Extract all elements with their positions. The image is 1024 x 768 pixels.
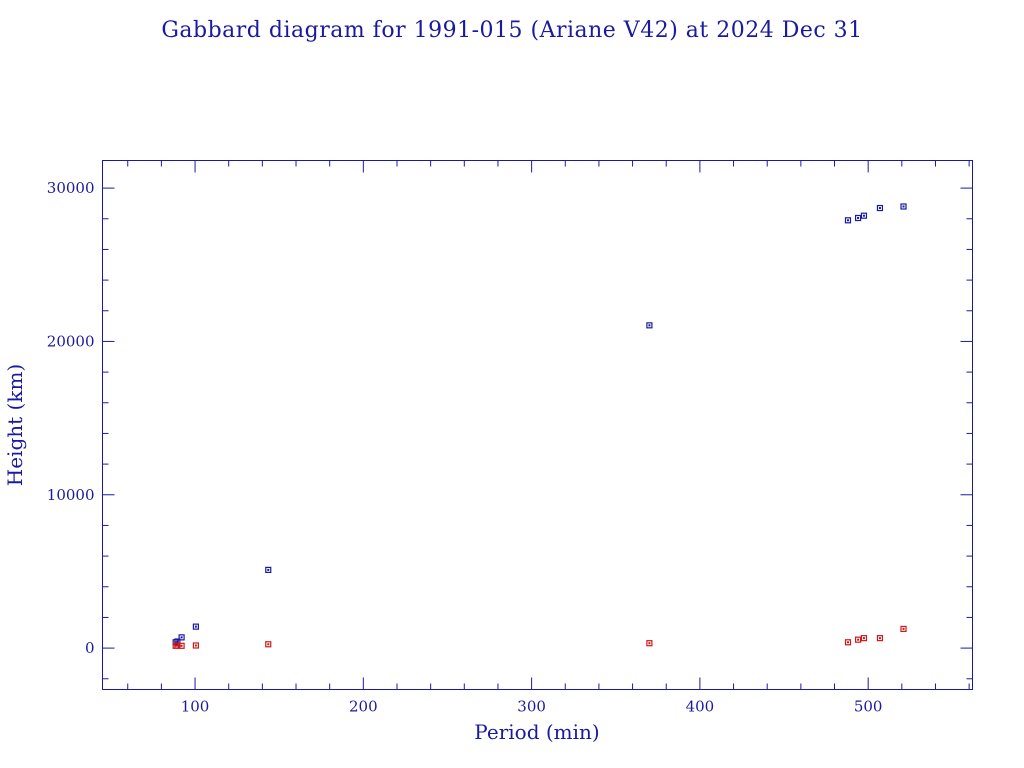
x-tick-label: 400 bbox=[686, 698, 715, 716]
apogee-point-core bbox=[194, 625, 197, 628]
perigee-point bbox=[178, 642, 185, 649]
apogee-point bbox=[854, 214, 862, 222]
y-tick-label: 30000 bbox=[47, 179, 95, 197]
apogee-point bbox=[876, 204, 884, 212]
perigee-point-core bbox=[174, 644, 177, 647]
apogee-point-core bbox=[267, 568, 270, 571]
perigee-point-core bbox=[267, 643, 270, 646]
apogee-point bbox=[174, 638, 181, 645]
y-tick-label: 20000 bbox=[47, 332, 95, 350]
y-axis-ticks bbox=[102, 187, 973, 680]
perigee-point-core bbox=[648, 642, 651, 645]
apogee-point bbox=[178, 634, 185, 641]
data-points bbox=[172, 203, 907, 649]
y-axis-label: Height (km) bbox=[3, 364, 27, 486]
perigee-point-core bbox=[180, 644, 183, 647]
perigee-point bbox=[174, 642, 181, 649]
apogee-point-core bbox=[902, 205, 905, 208]
y-tick-label: 10000 bbox=[47, 486, 95, 504]
perigee-point bbox=[876, 635, 884, 642]
chart-title: Gabbard diagram for 1991-015 (Ariane V42… bbox=[161, 18, 862, 43]
x-tick-label: 300 bbox=[517, 698, 546, 716]
apogee-point-core bbox=[846, 219, 849, 222]
perigee-point-core bbox=[878, 637, 881, 640]
apogee-point bbox=[265, 566, 272, 574]
x-axis-tick-labels: 100 200 300 400 500 bbox=[181, 698, 883, 716]
apogee-point-core bbox=[878, 207, 881, 210]
perigee-point-core bbox=[846, 641, 849, 644]
x-tick-label: 100 bbox=[181, 698, 210, 716]
perigee-point bbox=[646, 640, 653, 647]
apogee-point-core bbox=[180, 636, 183, 639]
x-tick-label: 200 bbox=[349, 698, 378, 716]
apogee-point-core bbox=[862, 214, 865, 217]
perigee-point bbox=[265, 641, 272, 648]
perigee-point bbox=[192, 642, 199, 649]
perigee-point-core bbox=[857, 638, 860, 641]
perigee-point bbox=[844, 639, 852, 646]
x-axis-label: Period (min) bbox=[474, 720, 599, 744]
apogee-point-core bbox=[648, 324, 651, 327]
perigee-point-core bbox=[862, 637, 865, 640]
apogee-point-core bbox=[176, 640, 179, 643]
apogee-point-core bbox=[174, 641, 177, 644]
y-tick-label: 0 bbox=[85, 639, 95, 657]
apogee-point bbox=[646, 322, 653, 329]
perigee-point bbox=[854, 636, 862, 643]
y-axis-tick-labels: 0 10000 20000 30000 bbox=[47, 179, 95, 657]
apogee-point-core bbox=[857, 217, 860, 219]
x-tick-label: 500 bbox=[854, 698, 883, 716]
perigee-point-core bbox=[176, 644, 179, 647]
apogee-point bbox=[192, 623, 199, 630]
perigee-point bbox=[860, 635, 868, 642]
apogee-point bbox=[860, 212, 868, 219]
perigee-point bbox=[900, 625, 907, 633]
perigee-point-core bbox=[902, 627, 905, 630]
x-axis-ticks bbox=[127, 160, 970, 690]
apogee-point bbox=[844, 217, 852, 224]
perigee-point-core bbox=[194, 644, 197, 647]
apogee-point bbox=[900, 203, 907, 210]
plot-frame bbox=[102, 160, 973, 690]
